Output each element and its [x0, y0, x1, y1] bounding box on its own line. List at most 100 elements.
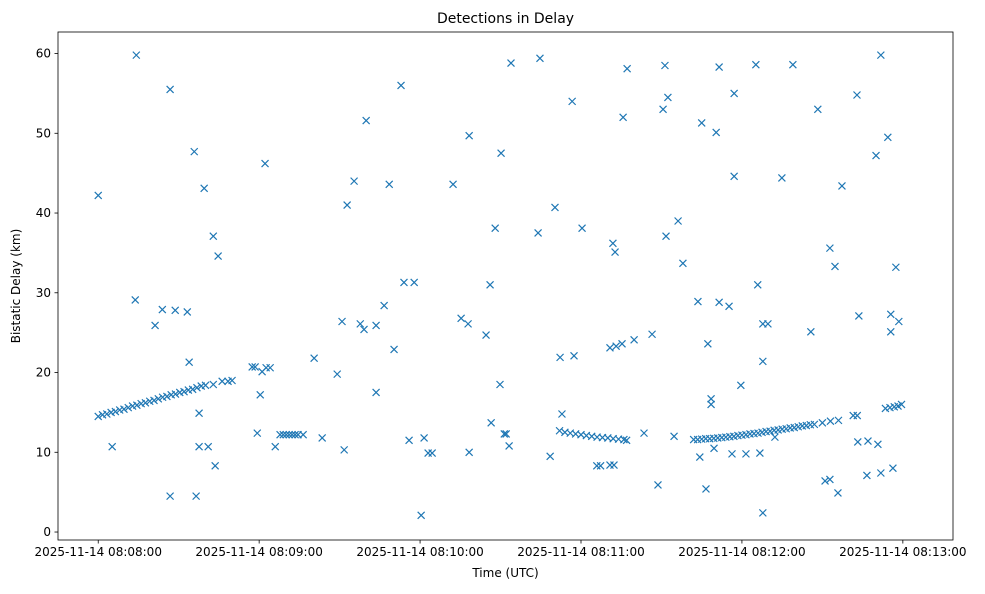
- y-axis-label: Bistatic Delay (km): [9, 229, 23, 344]
- data-point: [94, 191, 103, 200]
- data-point: [730, 89, 739, 98]
- data-point: [171, 390, 180, 398]
- data-point: [534, 229, 543, 237]
- data-point: [180, 387, 188, 396]
- y-tick-label: 40: [36, 206, 51, 220]
- data-point: [124, 403, 133, 412]
- data-point: [888, 464, 897, 473]
- data-point: [195, 409, 204, 418]
- data-point: [555, 426, 564, 435]
- data-point: [486, 280, 495, 289]
- x-tick-label: 2025-11-14 08:11:00: [517, 545, 644, 559]
- data-point: [271, 442, 280, 451]
- data-point: [465, 131, 474, 140]
- data-point: [725, 302, 733, 311]
- data-point: [204, 442, 213, 451]
- data-point: [201, 381, 210, 390]
- data-point: [417, 511, 426, 520]
- data-point: [276, 430, 284, 439]
- data-point: [825, 475, 834, 484]
- data-point: [864, 437, 872, 446]
- data-point: [291, 430, 300, 439]
- data-point: [897, 400, 906, 409]
- data-point: [491, 224, 500, 233]
- data-point: [770, 433, 779, 442]
- data-point: [876, 51, 885, 60]
- data-point: [299, 430, 308, 439]
- data-point: [831, 262, 839, 271]
- data-point: [282, 430, 291, 439]
- x-axis: 2025-11-14 08:08:00 2025-11-14 08:09:00 20…: [35, 540, 967, 559]
- data-point: [171, 306, 180, 315]
- data-point: [715, 63, 724, 72]
- x-tick-label: 2025-11-14 08:09:00: [195, 545, 322, 559]
- data-point: [697, 118, 706, 127]
- data-point: [886, 310, 895, 319]
- data-point: [343, 201, 352, 209]
- data-point: [707, 400, 716, 409]
- data-point: [872, 151, 880, 160]
- data-point: [248, 363, 257, 371]
- data-point: [891, 263, 900, 272]
- data-point: [777, 174, 786, 182]
- data-point: [405, 436, 414, 445]
- data-point: [390, 345, 398, 354]
- data-point: [362, 116, 371, 125]
- x-axis-label: Time (UTC): [471, 566, 538, 580]
- data-point: [209, 380, 218, 389]
- data-point: [619, 113, 628, 122]
- data-point: [360, 325, 368, 334]
- data-point: [608, 239, 617, 248]
- data-point: [742, 449, 750, 458]
- data-point: [338, 317, 346, 326]
- data-point: [372, 321, 381, 330]
- data-point: [195, 442, 204, 451]
- data-point: [158, 305, 167, 314]
- data-point: [810, 420, 819, 429]
- data-point: [695, 453, 704, 461]
- data-point: [500, 430, 509, 438]
- data-point: [94, 412, 103, 421]
- data-point: [131, 296, 140, 304]
- data-point: [834, 416, 843, 425]
- data-point: [111, 407, 120, 416]
- x-tick-label: 2025-11-14 08:10:00: [356, 545, 483, 559]
- data-point: [262, 363, 271, 372]
- data-point: [728, 449, 736, 458]
- data-point: [578, 224, 586, 233]
- data-point: [214, 252, 223, 261]
- data-point: [715, 298, 724, 307]
- data-point: [400, 278, 408, 287]
- data-point: [551, 203, 559, 212]
- data-point: [333, 370, 342, 379]
- data-point: [536, 54, 544, 63]
- data-point: [592, 461, 601, 470]
- data-point: [730, 172, 739, 181]
- data-point: [497, 149, 505, 158]
- data-point: [457, 314, 466, 323]
- data-point: [505, 441, 514, 450]
- data-point: [661, 61, 669, 70]
- data-point: [568, 97, 577, 106]
- data-point: [678, 259, 687, 268]
- data-point: [428, 449, 437, 457]
- data-point: [266, 363, 275, 372]
- data-point: [556, 353, 565, 362]
- data-point: [596, 461, 605, 470]
- data-point: [420, 433, 429, 442]
- data-point: [736, 381, 745, 390]
- data-point: [619, 435, 628, 444]
- data-point: [487, 418, 496, 427]
- y-tick-label: 20: [36, 366, 51, 380]
- data-point: [108, 442, 117, 451]
- data-point: [193, 383, 201, 392]
- data-point: [806, 327, 815, 336]
- y-tick-label: 10: [36, 445, 51, 459]
- data-point: [606, 343, 614, 352]
- data-point: [380, 301, 389, 310]
- data-point: [623, 64, 632, 73]
- data-point: [228, 376, 236, 385]
- data-point: [707, 394, 716, 403]
- data-point: [132, 401, 141, 410]
- data-point: [876, 469, 885, 477]
